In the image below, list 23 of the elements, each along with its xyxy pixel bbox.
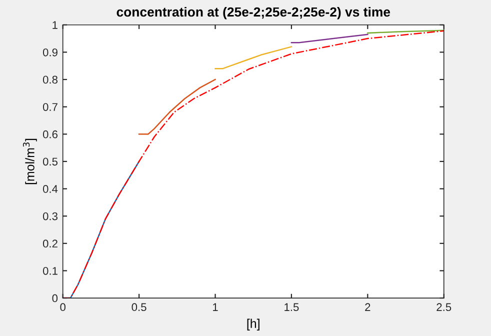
- y-tick-label: 0.4: [42, 185, 58, 193]
- line-series: [138, 78, 216, 135]
- x-tick-label: 0.5: [132, 303, 146, 312]
- line-series: [214, 46, 292, 70]
- x-tick-label: 2: [365, 303, 370, 311]
- y-tick-label: 0.3: [42, 212, 58, 220]
- y-tick-label: 1: [52, 21, 58, 29]
- y-tick-label: 0.1: [42, 266, 58, 275]
- x-tick-label: 1.5: [284, 303, 299, 312]
- y-tick-label: 0: [52, 294, 58, 302]
- y-tick-label: 0.5: [42, 158, 58, 166]
- x-axis-title: [h]: [247, 318, 260, 330]
- y-axis-title: [mol/m$^{3}$]: [22, 138, 37, 184]
- chart-title: concentration at (25e-2;25e-2;25e-2) vs time: [116, 6, 390, 20]
- y-tick-label: 0.6: [42, 130, 58, 138]
- y-tick-label: 0.8: [42, 76, 58, 84]
- y-tick-label: 0.2: [42, 240, 58, 248]
- y-tick-label: 0.7: [42, 103, 58, 111]
- x-tick-label: 0: [60, 303, 66, 312]
- y-tick-label: 0.9: [42, 48, 58, 56]
- x-tick-label: 1: [213, 303, 218, 311]
- line-series: [290, 34, 368, 44]
- x-tick-label: 2.5: [436, 303, 452, 312]
